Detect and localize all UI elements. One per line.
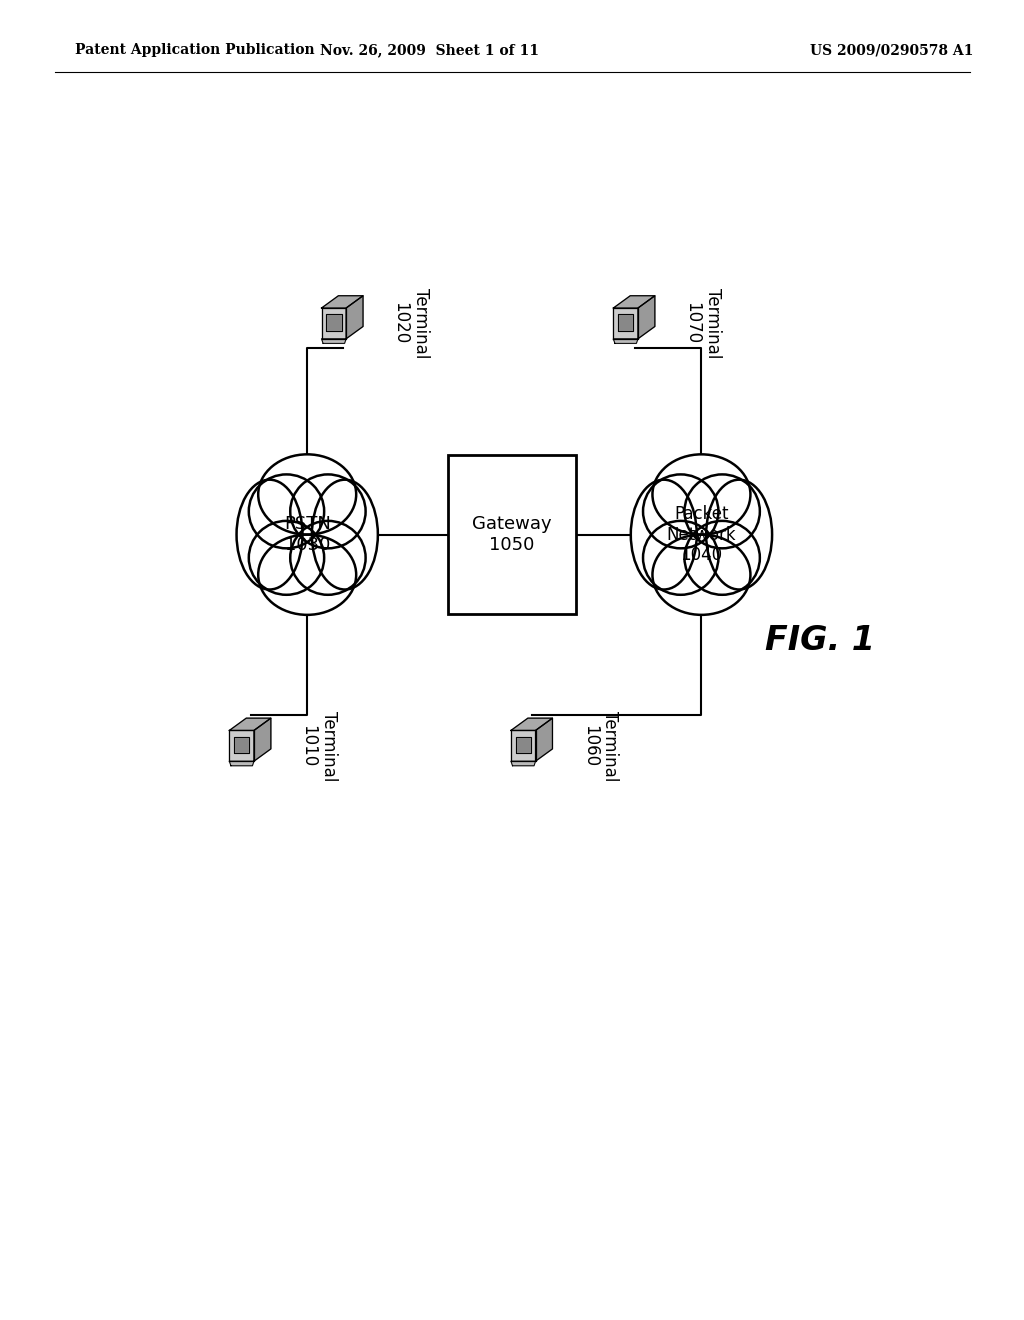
Polygon shape	[516, 737, 531, 754]
Polygon shape	[346, 296, 364, 339]
Polygon shape	[536, 718, 553, 762]
Ellipse shape	[249, 521, 325, 595]
Ellipse shape	[312, 479, 378, 590]
Ellipse shape	[652, 535, 751, 615]
Polygon shape	[322, 296, 364, 308]
Polygon shape	[229, 762, 254, 766]
Ellipse shape	[290, 521, 366, 595]
Ellipse shape	[643, 474, 719, 548]
Polygon shape	[322, 308, 346, 339]
Ellipse shape	[684, 474, 760, 548]
Polygon shape	[511, 730, 536, 762]
Polygon shape	[233, 737, 250, 754]
Ellipse shape	[269, 487, 345, 582]
Text: Terminal
1060: Terminal 1060	[581, 710, 620, 781]
Text: Gateway
1050: Gateway 1050	[472, 515, 552, 554]
Bar	[449, 455, 575, 614]
Polygon shape	[229, 730, 254, 762]
Text: FIG. 1: FIG. 1	[765, 623, 874, 656]
Polygon shape	[613, 339, 638, 343]
Ellipse shape	[258, 535, 356, 615]
Text: Patent Application Publication: Patent Application Publication	[75, 44, 314, 57]
Polygon shape	[254, 718, 270, 762]
Ellipse shape	[652, 454, 751, 535]
Text: Packet
Network
1040: Packet Network 1040	[667, 504, 736, 565]
Ellipse shape	[707, 479, 772, 590]
Polygon shape	[638, 296, 655, 339]
Text: Terminal
1010: Terminal 1010	[299, 710, 338, 781]
Ellipse shape	[249, 474, 325, 548]
Polygon shape	[618, 314, 633, 331]
Polygon shape	[511, 762, 536, 766]
Text: US 2009/0290578 A1: US 2009/0290578 A1	[810, 44, 974, 57]
Polygon shape	[613, 308, 638, 339]
Polygon shape	[326, 314, 342, 331]
Text: Terminal
1020: Terminal 1020	[391, 288, 430, 359]
Ellipse shape	[237, 479, 302, 590]
Ellipse shape	[684, 521, 760, 595]
Polygon shape	[511, 718, 553, 730]
Text: Terminal
1070: Terminal 1070	[683, 288, 722, 359]
Text: PSTN
1030: PSTN 1030	[284, 515, 331, 554]
Ellipse shape	[643, 521, 719, 595]
Ellipse shape	[631, 479, 696, 590]
Polygon shape	[613, 296, 655, 308]
Polygon shape	[322, 339, 346, 343]
Text: Nov. 26, 2009  Sheet 1 of 11: Nov. 26, 2009 Sheet 1 of 11	[321, 44, 540, 57]
Ellipse shape	[290, 474, 366, 548]
Ellipse shape	[664, 487, 739, 582]
Polygon shape	[229, 718, 270, 730]
Ellipse shape	[258, 454, 356, 535]
